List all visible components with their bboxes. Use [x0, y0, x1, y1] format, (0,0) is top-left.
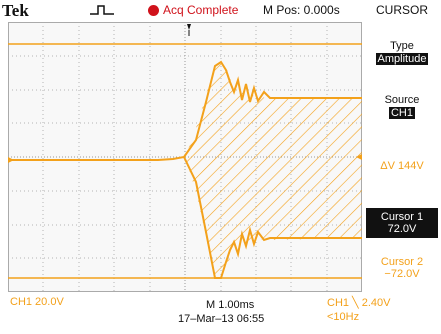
brand-logo: Tek: [2, 1, 29, 20]
menu-title: CURSOR: [376, 3, 429, 17]
date-time: 17–Mar–13 06:55: [178, 313, 265, 325]
acq-status-dot: [148, 5, 159, 16]
trigger-level: CH1 ╲ 2.40V: [327, 297, 391, 309]
delta-readout: ΔV 144V: [380, 160, 424, 172]
status-bar: Tek Acq Complete M Pos: 0.000s CURSOR: [0, 0, 441, 22]
timebase: M 1.00ms: [206, 299, 255, 311]
ch1-scale: CH1 20.0V: [10, 296, 64, 308]
source-label: Source: [384, 94, 420, 106]
menu-type[interactable]: Type Amplitude: [366, 40, 438, 65]
cursor2-value: −72.0V: [384, 268, 420, 280]
waveform-display: [8, 22, 362, 292]
menu-cursor2[interactable]: Cursor 2 −72.0V: [366, 256, 438, 280]
waveform-graticule: [8, 22, 362, 292]
cursor1-value: 72.0V: [387, 223, 417, 235]
type-value: Amplitude: [375, 53, 429, 65]
trigger-frequency: <10Hz: [327, 311, 360, 323]
trigger-waveform-icon: [90, 5, 114, 15]
acq-status: Acq Complete: [163, 3, 239, 17]
menu-cursor1[interactable]: Cursor 1 72.0V: [366, 208, 438, 238]
source-value: CH1: [388, 107, 415, 119]
cursor-menu: Type Amplitude Source CH1 ΔV 144V Cursor…: [362, 22, 441, 292]
horizontal-position: M Pos: 0.000s: [263, 3, 340, 17]
cursor2-label: Cursor 2: [380, 256, 424, 268]
footer-bar: CH1 20.0V M 1.00ms 17–Mar–13 06:55 CH1 ╲…: [0, 292, 441, 334]
cursor1-label: Cursor 1: [380, 211, 424, 223]
type-label: Type: [390, 40, 414, 52]
menu-source[interactable]: Source CH1: [366, 94, 438, 119]
